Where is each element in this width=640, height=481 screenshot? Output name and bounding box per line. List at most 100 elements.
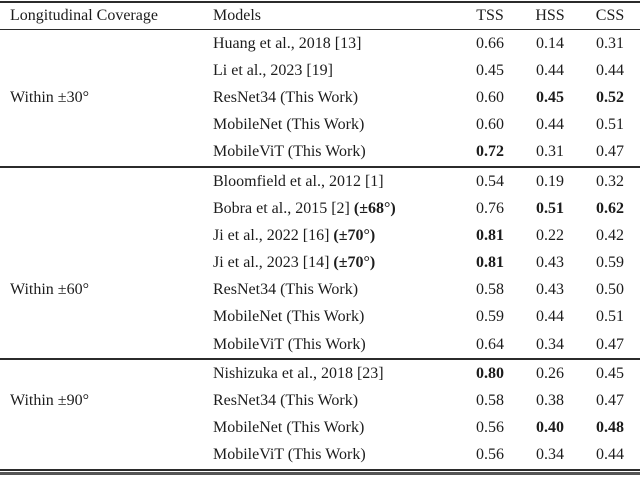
css-cell: 0.47 [596,335,624,353]
model-cell: MobileNet (This Work) [210,116,460,134]
model-label-suffix: (±70°) [333,226,376,244]
table-row: MobileNet (This Work) 0.56 0.40 0.48 [0,415,640,442]
table-row: MobileNet (This Work) 0.60 0.44 0.51 [0,112,640,139]
tss-cell: 0.72 [476,143,504,161]
model-label-suffix: (±68°) [353,199,396,217]
table-row: Nishizuka et al., 2018 [23] 0.80 0.26 0.… [0,360,640,387]
table-row: MobileViT (This Work) 0.64 0.34 0.47 [0,331,640,358]
hss-cell: 0.34 [536,446,564,464]
css-cell: 0.31 [596,34,624,52]
hss-cell: 0.31 [536,143,564,161]
model-cell: Nishizuka et al., 2018 [23] [210,365,460,383]
table-header-row: Longitudinal Coverage Models TSS HSS CSS [0,3,640,30]
group-within-90: Nishizuka et al., 2018 [23] 0.80 0.26 0.… [0,360,640,471]
css-cell: 0.32 [596,172,624,190]
tss-cell: 0.76 [476,199,504,217]
tss-cell: 0.59 [476,308,504,326]
model-label: MobileNet (This Work) [213,419,365,437]
hss-cell: 0.19 [536,172,564,190]
hss-cell: 0.40 [536,419,564,437]
tss-cell: 0.60 [476,116,504,134]
table-row: Within ±30° ResNet34 (This Work) 0.60 0.… [0,84,640,111]
table-row: MobileNet (This Work) 0.59 0.44 0.51 [0,304,640,331]
group-within-30: Huang et al., 2018 [13] 0.66 0.14 0.31 L… [0,30,640,168]
css-cell: 0.42 [596,226,624,244]
coverage-label: Within ±90° [10,392,89,410]
model-cell: MobileViT (This Work) [210,446,460,464]
model-label: MobileNet (This Work) [213,308,365,326]
tss-cell: 0.56 [476,419,504,437]
hss-cell: 0.44 [536,61,564,79]
css-cell: 0.48 [596,419,624,437]
model-label: ResNet34 (This Work) [213,281,359,299]
table-row: MobileViT (This Work) 0.56 0.34 0.44 [0,442,640,469]
tss-cell: 0.58 [476,281,504,299]
model-cell: ResNet34 (This Work) [210,392,460,410]
model-cell: ResNet34 (This Work) [210,89,460,107]
model-label: MobileViT (This Work) [213,446,366,464]
tss-cell: 0.81 [476,226,504,244]
table-row: Huang et al., 2018 [13] 0.66 0.14 0.31 [0,30,640,57]
bottom-rule [0,472,640,475]
model-label: MobileViT (This Work) [213,335,366,353]
model-label-suffix: (±70°) [333,254,376,272]
css-cell: 0.50 [596,281,624,299]
hss-cell: 0.34 [536,335,564,353]
model-label: Ji et al., 2022 [16] [213,226,334,244]
hss-cell: 0.51 [536,199,564,217]
model-label: ResNet34 (This Work) [213,392,359,410]
model-cell: Ji et al., 2023 [14] (±70°) [210,254,460,272]
model-label: MobileNet (This Work) [213,116,365,134]
model-label: Nishizuka et al., 2018 [23] [213,364,384,382]
model-cell: Huang et al., 2018 [13] [210,35,460,53]
tss-cell: 0.64 [476,335,504,353]
table-row: Ji et al., 2022 [16] (±70°) 0.81 0.22 0.… [0,222,640,249]
hss-cell: 0.43 [536,281,564,299]
model-cell: Bobra et al., 2015 [2] (±68°) [210,200,460,218]
hss-cell: 0.44 [536,308,564,326]
tss-cell: 0.56 [476,446,504,464]
model-cell: Li et al., 2023 [19] [210,62,460,80]
css-cell: 0.44 [596,61,624,79]
header-models: Models [213,7,261,24]
table-row: Bloomfield et al., 2012 [1] 0.54 0.19 0.… [0,168,640,195]
table-row: Bobra et al., 2015 [2] (±68°) 0.76 0.51 … [0,195,640,222]
hss-cell: 0.45 [536,88,564,106]
css-cell: 0.59 [596,254,624,272]
model-cell: MobileNet (This Work) [210,419,460,437]
model-label: Huang et al., 2018 [13] [213,34,362,52]
model-cell: MobileViT (This Work) [210,336,460,354]
table-row: Within ±90° ResNet34 (This Work) 0.58 0.… [0,387,640,414]
css-cell: 0.51 [596,116,624,134]
model-cell: MobileViT (This Work) [210,143,460,161]
model-cell: ResNet34 (This Work) [210,281,460,299]
model-cell: MobileNet (This Work) [210,308,460,326]
header-coverage: Longitudinal Coverage [10,7,158,24]
coverage-label: Within ±30° [10,88,89,106]
table-row: Ji et al., 2023 [14] (±70°) 0.81 0.43 0.… [0,250,640,277]
model-cell: Bloomfield et al., 2012 [1] [210,173,460,191]
model-label: Li et al., 2023 [19] [213,61,333,79]
hss-cell: 0.38 [536,392,564,410]
tss-cell: 0.81 [476,254,504,272]
css-cell: 0.52 [596,88,624,106]
model-cell: Ji et al., 2022 [16] (±70°) [210,227,460,245]
header-hss: HSS [535,7,565,24]
tss-cell: 0.58 [476,392,504,410]
table-row: MobileViT (This Work) 0.72 0.31 0.47 [0,139,640,166]
tss-cell: 0.54 [476,172,504,190]
hss-cell: 0.43 [536,254,564,272]
model-label: Bobra et al., 2015 [2] [213,199,354,217]
css-cell: 0.62 [596,199,624,217]
css-cell: 0.51 [596,308,624,326]
model-label: Ji et al., 2023 [14] [213,254,334,272]
coverage-label: Within ±60° [10,281,89,299]
hss-cell: 0.14 [536,34,564,52]
group-within-60: Bloomfield et al., 2012 [1] 0.54 0.19 0.… [0,168,640,361]
model-label: ResNet34 (This Work) [213,88,359,106]
header-css: CSS [595,7,625,24]
tss-cell: 0.45 [476,61,504,79]
table-row: Within ±60° ResNet34 (This Work) 0.58 0.… [0,277,640,304]
tss-cell: 0.60 [476,88,504,106]
